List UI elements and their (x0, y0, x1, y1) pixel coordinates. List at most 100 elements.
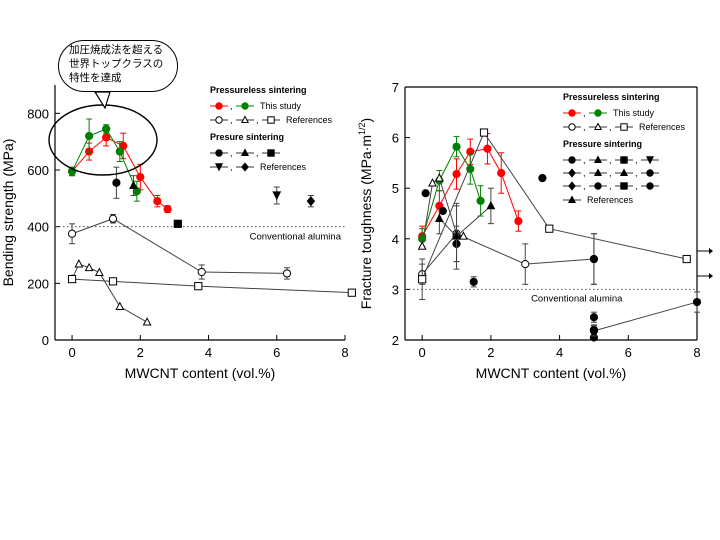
bending-strength-chart: 0 2 4 6 8 0 200 400 600 800 MWCNT content (vol.%) B… (0, 85, 356, 381)
legend-marker (594, 109, 602, 117)
callout-line-3: 特性を達成 (69, 72, 122, 84)
legend-pressure-references: References (587, 195, 634, 205)
legend: Pressureless sintering, This study,, Refer… (563, 92, 686, 205)
data-point (479, 128, 489, 137)
data-point (589, 326, 599, 335)
x-tick-label: 8 (341, 345, 348, 360)
data-point (102, 133, 111, 142)
x-axis-label: MWCNT content (vol.%) (125, 365, 276, 381)
y-tick-label: 5 (392, 181, 399, 196)
highlight-callout: 加圧焼成法を超える 世界トップクラスの 特性を達成 (58, 40, 178, 92)
x-tick-label: 2 (137, 345, 144, 360)
data-point (682, 254, 691, 264)
y-tick-label: 600 (27, 163, 49, 178)
data-point (163, 205, 172, 214)
series-7 (173, 219, 182, 228)
legend-marker (593, 155, 603, 164)
y-tick-label: 200 (27, 276, 49, 291)
legend-marker (567, 195, 577, 204)
callout-line-2: 世界トップクラスの (69, 58, 164, 70)
data-point (272, 191, 282, 201)
legend-marker (593, 122, 603, 131)
arrow-head (709, 273, 713, 279)
callout-pointer (93, 91, 111, 110)
data-point (194, 282, 203, 291)
legend-marker (215, 149, 223, 157)
series-6 (129, 175, 138, 196)
data-point (85, 131, 94, 141)
legend-marker (568, 123, 576, 131)
legend-sep: , (230, 148, 233, 158)
legend-sep: , (635, 181, 638, 191)
series-line (421, 131, 687, 280)
data-point (102, 124, 111, 134)
legend-this-study: This study (260, 101, 302, 111)
legend-sep: , (583, 122, 586, 132)
y-tick-label: 2 (392, 333, 399, 348)
legend-marker (620, 182, 628, 190)
data-point (115, 301, 125, 310)
series-7 (589, 291, 702, 337)
x-tick-label: 6 (625, 345, 632, 360)
data-point (418, 275, 427, 284)
legend-marker (646, 182, 654, 190)
series-2 (418, 205, 599, 285)
data-point (417, 241, 427, 250)
data-point (67, 229, 77, 238)
data-point (486, 200, 496, 210)
legend-heading: Pressureless sintering (210, 85, 307, 95)
data-point (538, 173, 547, 183)
series-5 (112, 166, 121, 199)
legend-sep: , (609, 155, 612, 165)
series-line (593, 301, 698, 332)
legend-heading: Pressure sintering (563, 139, 642, 149)
legend-marker (267, 116, 275, 124)
series-1 (67, 118, 141, 202)
legend-marker (645, 156, 655, 165)
data-point (521, 260, 530, 269)
callout-line-1: 加圧焼成法を超える (69, 44, 164, 56)
y-tick-label: 6 (392, 131, 399, 146)
data-point (142, 317, 152, 326)
legend-references: References (286, 115, 333, 125)
data-point (514, 216, 523, 226)
series-2 (67, 213, 292, 280)
data-point (428, 178, 437, 187)
legend-marker (214, 163, 224, 172)
data-point (67, 274, 77, 284)
data-point (306, 196, 316, 207)
x-tick-label: 2 (487, 345, 494, 360)
legend-sep: , (583, 108, 586, 118)
legend-marker (241, 102, 249, 110)
legend-heading: Pressureless sintering (563, 92, 660, 102)
legend-sep: , (609, 122, 612, 132)
y-tick-label: 0 (42, 333, 49, 348)
legend-sep: , (583, 181, 586, 191)
data-point (94, 267, 104, 276)
y-axis-label-text: Fracture toughness (MPa·m (358, 135, 374, 309)
data-point (589, 254, 599, 264)
data-point (112, 178, 121, 187)
data-point (136, 172, 145, 182)
legend-marker (267, 149, 275, 157)
series-3 (67, 259, 152, 326)
legend-references: References (639, 122, 686, 132)
data-point (458, 231, 468, 240)
y-tick-label: 400 (27, 220, 49, 235)
legend-sep: , (230, 115, 233, 125)
x-tick-label: 4 (556, 345, 563, 360)
reference-line-label: Conventional alumina (250, 232, 342, 243)
legend-sep: , (635, 155, 638, 165)
data-point (108, 214, 118, 223)
data-point (129, 180, 138, 189)
data-point (84, 262, 94, 272)
legend-sep: , (230, 162, 233, 172)
data-point (153, 197, 162, 206)
series-line (71, 263, 148, 323)
data-point (418, 234, 427, 243)
series-0 (418, 133, 523, 247)
data-point (434, 213, 444, 222)
legend-marker (620, 156, 628, 164)
series-6 (434, 187, 496, 270)
